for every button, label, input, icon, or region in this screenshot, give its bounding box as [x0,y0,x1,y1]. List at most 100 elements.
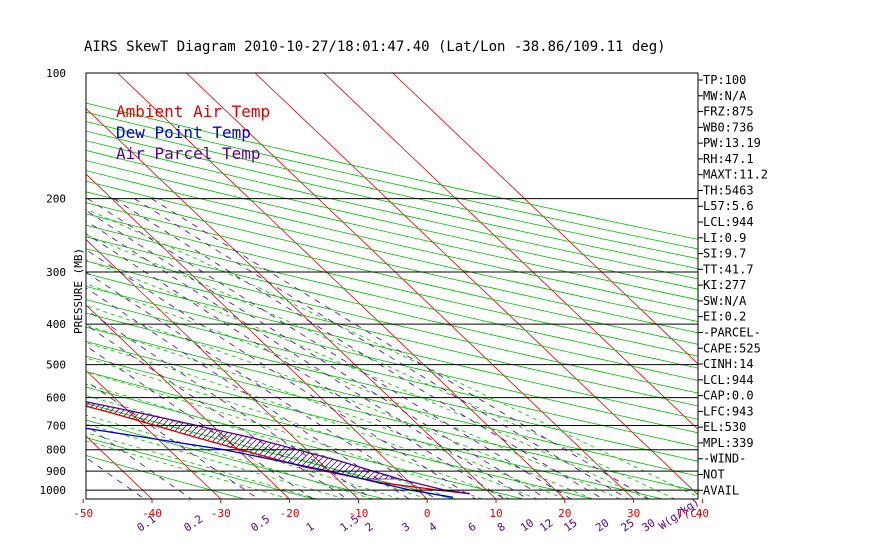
pressure-tick-label: 100 [46,67,66,80]
pressure-tick-label: 700 [46,420,66,433]
isotherm-line [254,73,698,496]
isotherm-line [86,370,222,499]
index-label: RH:47.1 [703,152,754,166]
mixing-ratio-label: 8 [495,520,508,534]
pressure-tick-label: 900 [46,465,66,478]
index-label: TT:41.7 [703,262,754,276]
dry-adiabat-line [86,326,698,477]
bottom-tick-label: 0 [424,507,431,520]
bottom-tick-label: 40 [696,507,709,520]
index-label: FRZ:875 [703,105,754,119]
moist-adiabat-line [86,208,698,498]
moist-adiabat-line [86,383,455,499]
dry-adiabat-line [86,386,524,499]
index-label: CAP:0.0 [703,389,754,403]
index-label: KI:277 [703,278,746,292]
dry-adiabat-line [86,248,698,394]
moist-adiabat-line [86,371,483,499]
index-label: SI:9.7 [703,247,746,261]
mixing-ratio-line [86,249,476,499]
index-label: TH:5463 [703,183,754,197]
index-label: L57:5.6 [703,199,754,213]
bottom-temperature-ticks: -50 -40 -30 -20 -10 0 10 20 30 40 [73,499,709,520]
moist-adiabat-line [86,283,620,499]
moist-adiabat-line [86,414,373,499]
isotherm-line [0,73,83,499]
mixing-ratio-line [151,198,650,499]
ambient-temp-line [86,405,470,495]
bottom-tick-label: -30 [211,507,231,520]
dry-adiabat-line [86,111,698,250]
dry-adiabat-line [86,121,698,260]
isotherm-line [392,73,698,365]
bottom-tick-label: -40 [142,507,162,520]
dry-adiabat-line [86,355,663,499]
moist-adiabat-line [86,234,676,499]
legend-parcel: Air Parcel Temp [116,144,261,163]
dry-adiabat-line [86,150,698,290]
pressure-ticks: 100 200 300 400 500 600 700 800 900 1000 [40,67,67,497]
index-label: CAPE:525 [703,341,761,355]
mixing-ratio-label: 6 [466,520,479,534]
dry-adiabat-line [86,299,698,448]
mixing-ratio-line [113,198,604,499]
bottom-tick-label: 20 [558,507,571,520]
mixing-ratio-line [86,210,548,499]
index-label: SW:N/A [703,294,747,308]
dry-adiabat-line [86,312,698,462]
pressure-tick-label: 600 [46,392,66,405]
index-label: MAXT:11.2 [703,168,768,182]
mixing-ratio-label: 15 [561,516,579,534]
pressure-tick-label: 1000 [40,484,67,497]
pressure-tick-label: 500 [46,359,66,372]
index-label: LI:0.9 [703,231,746,245]
dry-adiabat-line [86,437,315,499]
mixing-ratio-line [86,233,505,499]
dry-adiabat-line [86,340,698,492]
pressure-tick-label: 200 [46,193,66,206]
isotherm-line [323,73,698,430]
mixing-ratio-label: 10 [518,516,536,534]
dry-adiabat-line [86,140,698,280]
mixing-ratio-label: 4 [426,520,439,535]
bottom-tick-label: -50 [73,507,93,520]
moist-adiabat-line [86,440,290,499]
mixing-ratio-label: 0.2 [182,512,206,534]
dry-adiabat-line [86,224,698,369]
pressure-tick-label: 400 [46,318,66,331]
dry-adiabat-line [86,236,698,381]
bottom-tick-label: 30 [627,507,640,520]
dry-adiabat-line [86,260,698,407]
mixing-ratio-line [86,220,528,499]
index-label: EI:0.2 [703,310,746,324]
index-label: AVAIL [703,483,739,497]
dry-adiabat-line [86,170,698,311]
diagram-grid [0,73,698,499]
dry-adiabat-line [86,180,698,323]
index-label: TP:100 [703,73,746,87]
dry-adiabat-line [86,160,698,301]
index-label: MPL:339 [703,436,754,450]
index-label: LCL:944 [703,215,754,229]
dry-adiabat-line [86,213,698,357]
mixing-ratio-label: 3 [399,520,412,534]
mixing-ratio-line [134,198,629,499]
index-label: LCL:944 [703,373,754,387]
index-label: PW:13.19 [703,136,761,150]
moist-adiabat-line [86,432,318,499]
pressure-tick-label: 800 [46,444,66,457]
dry-adiabat-line [86,130,698,270]
plot-frame [85,72,699,500]
isotherm-line [186,73,634,499]
index-label: WB0:736 [703,120,754,134]
legend: Ambient Air Temp Dew Point Temp Air Parc… [116,102,270,163]
dry-adiabat-line [86,285,698,434]
dry-adiabat-line [86,202,698,345]
chart-title: AIRS SkewT Diagram 2010-10-27/18:01:47.4… [84,39,666,55]
index-label: LFC:943 [703,404,754,418]
mixing-ratio-line [86,457,145,499]
bottom-tick-label: 10 [489,507,502,520]
x-unit-label: T(C) [677,507,704,520]
dry-adiabat-line [86,191,698,334]
